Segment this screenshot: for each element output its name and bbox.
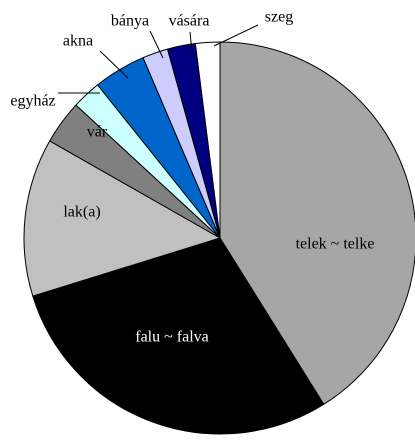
leader-line: [213, 24, 259, 47]
slice-label: vására: [169, 13, 210, 30]
slice-label: bánya: [111, 13, 149, 30]
slice-label: akna: [63, 33, 93, 50]
pie-slice: [23, 140, 222, 297]
pie-slice: [219, 41, 415, 405]
slice-label: vár: [87, 124, 108, 141]
leader-line: [99, 50, 129, 79]
pie-slice: [32, 237, 325, 435]
pie-slice: [194, 41, 221, 239]
slice-label: telek ~ telke: [296, 236, 375, 253]
slice-label: szeg: [265, 9, 293, 26]
slice-label: lak(a): [63, 204, 100, 221]
leader-line: [189, 31, 193, 53]
slice-label: falu ~ falva: [135, 329, 209, 346]
leader-line: [149, 30, 164, 59]
slice-label: egyház: [10, 93, 55, 110]
